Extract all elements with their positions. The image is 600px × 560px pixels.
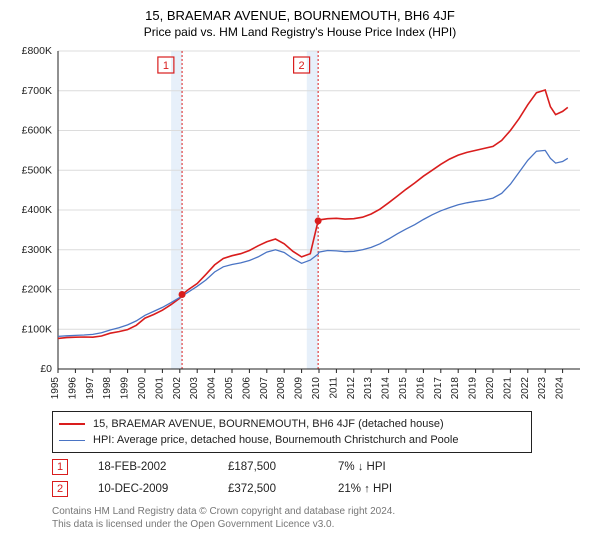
svg-text:2024: 2024: [555, 377, 566, 400]
svg-text:2013: 2013: [363, 377, 374, 400]
svg-text:2020: 2020: [485, 377, 496, 400]
svg-text:2021: 2021: [502, 377, 513, 400]
svg-text:2: 2: [299, 60, 305, 72]
sale-marker-2: 2: [52, 481, 68, 497]
svg-text:2018: 2018: [450, 377, 461, 400]
svg-text:2017: 2017: [433, 377, 444, 400]
footer-attribution: Contains HM Land Registry data © Crown c…: [52, 505, 588, 531]
sale-pct: 21% ↑ HPI: [338, 483, 428, 495]
svg-text:2023: 2023: [537, 377, 548, 400]
svg-text:1995: 1995: [50, 377, 61, 400]
svg-text:£400K: £400K: [22, 204, 52, 216]
svg-text:2005: 2005: [224, 377, 235, 400]
svg-text:1999: 1999: [120, 377, 131, 400]
sale-price: £187,500: [228, 461, 308, 473]
svg-text:1997: 1997: [85, 377, 96, 400]
svg-text:2001: 2001: [154, 377, 165, 400]
svg-text:1998: 1998: [102, 377, 113, 400]
svg-text:£700K: £700K: [22, 85, 52, 97]
svg-text:2010: 2010: [311, 377, 322, 400]
legend-label: 15, BRAEMAR AVENUE, BOURNEMOUTH, BH6 4JF…: [93, 416, 444, 432]
svg-text:2009: 2009: [294, 377, 305, 400]
svg-text:2003: 2003: [189, 377, 200, 400]
svg-text:2007: 2007: [259, 377, 270, 400]
svg-text:£100K: £100K: [22, 323, 52, 335]
svg-text:£500K: £500K: [22, 164, 52, 176]
footer-line-1: Contains HM Land Registry data © Crown c…: [52, 505, 588, 518]
legend-box: 15, BRAEMAR AVENUE, BOURNEMOUTH, BH6 4JF…: [52, 411, 532, 453]
svg-text:1996: 1996: [67, 377, 78, 400]
sale-row-1: 1 18-FEB-2002 £187,500 7% ↓ HPI: [52, 459, 588, 475]
legend-item-property: 15, BRAEMAR AVENUE, BOURNEMOUTH, BH6 4JF…: [59, 416, 525, 432]
svg-text:£300K: £300K: [22, 244, 52, 256]
line-chart-svg: £0 £100K £200K £300K £400K £500K £600K £700K £80…: [12, 45, 588, 405]
legend-swatch-blue: [59, 440, 85, 441]
svg-text:2015: 2015: [398, 377, 409, 400]
svg-text:2006: 2006: [241, 377, 252, 400]
svg-text:2000: 2000: [137, 377, 148, 400]
sale-pct: 7% ↓ HPI: [338, 461, 428, 473]
footer-line-2: This data is licensed under the Open Gov…: [52, 518, 588, 531]
svg-text:£0: £0: [40, 363, 52, 375]
svg-text:2008: 2008: [276, 377, 287, 400]
chart-container: 15, BRAEMAR AVENUE, BOURNEMOUTH, BH6 4JF…: [0, 0, 600, 560]
svg-text:2011: 2011: [328, 377, 339, 399]
sale-row-2: 2 10-DEC-2009 £372,500 21% ↑ HPI: [52, 481, 588, 497]
svg-text:2016: 2016: [415, 377, 426, 400]
svg-text:2012: 2012: [346, 377, 357, 400]
svg-text:1: 1: [163, 60, 169, 72]
sale-marker-1: 1: [52, 459, 68, 475]
svg-text:£200K: £200K: [22, 284, 52, 296]
svg-text:£600K: £600K: [22, 125, 52, 137]
legend-item-hpi: HPI: Average price, detached house, Bour…: [59, 432, 525, 448]
sale-price: £372,500: [228, 483, 308, 495]
svg-text:2022: 2022: [520, 377, 531, 400]
sale-date: 10-DEC-2009: [98, 483, 198, 495]
arrow-down-icon: ↓: [358, 461, 364, 473]
arrow-up-icon: ↑: [364, 483, 370, 495]
chart-subtitle: Price paid vs. HM Land Registry's House …: [12, 25, 588, 39]
svg-text:2002: 2002: [172, 377, 183, 400]
legend-label: HPI: Average price, detached house, Bour…: [93, 432, 458, 448]
svg-text:2019: 2019: [468, 377, 479, 400]
chart-title: 15, BRAEMAR AVENUE, BOURNEMOUTH, BH6 4JF: [12, 8, 588, 23]
svg-text:2014: 2014: [381, 377, 392, 400]
svg-text:2004: 2004: [207, 377, 218, 400]
svg-text:£800K: £800K: [22, 45, 52, 57]
sale-date: 18-FEB-2002: [98, 461, 198, 473]
chart-area: £0 £100K £200K £300K £400K £500K £600K £700K £80…: [12, 45, 588, 405]
legend-swatch-red: [59, 423, 85, 425]
